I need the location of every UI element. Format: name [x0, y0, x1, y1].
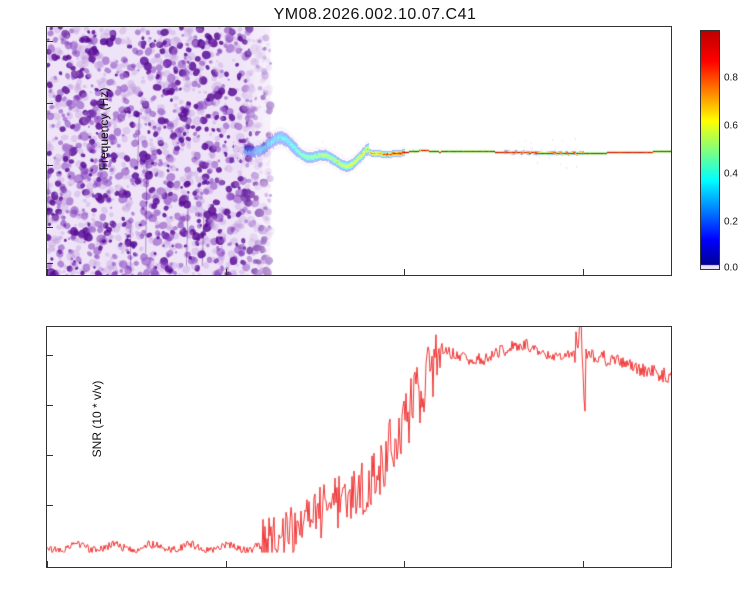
bottom-ytick-mark-3000 — [47, 405, 53, 406]
top-plot-area[interactable]: 40 20 0 -20 -40 -200 -100 0 100 Frequenc… — [46, 26, 672, 276]
top-xtick-mark-0 — [404, 269, 405, 275]
colorbar-tick-04: 0.4 — [724, 169, 738, 180]
bottom-xtick-mark-100 — [583, 561, 584, 567]
bottom-ylabel: SNR (10 * v/v) — [90, 344, 104, 494]
top-ylabel: Frequency (Hz) — [97, 54, 111, 204]
chart-title: YM08.2026.002.10.07.C41 — [0, 6, 750, 24]
colorbar-tick-08: 0.8 — [724, 73, 738, 84]
spectrogram-canvas[interactable] — [47, 27, 672, 276]
bottom-ytick-mark-1000 — [47, 505, 53, 506]
colorbar-tick-00: 0.0 — [724, 263, 738, 274]
bottom-xtick-mark-neg200 — [47, 561, 48, 567]
top-ytick-mark-neg40 — [47, 263, 53, 264]
bottom-ytick-mark-2000 — [47, 455, 53, 456]
top-xtick-mark-neg100 — [226, 269, 227, 275]
top-xtick-mark-100 — [583, 269, 584, 275]
top-xtick-mark-neg200 — [47, 269, 48, 275]
colorbar-gradient[interactable] — [700, 30, 720, 270]
ionogram-window: YM08.2026.002.10.07.C41 40 20 0 -20 -40 … — [0, 0, 750, 600]
bottom-ytick-mark-4000 — [47, 355, 53, 356]
colorbar[interactable]: 0.8 0.6 0.4 0.2 0.0 Normalized spectral … — [700, 30, 720, 270]
colorbar-tick-06: 0.6 — [724, 121, 738, 132]
top-ytick-mark-40 — [47, 41, 53, 42]
top-ytick-mark-neg20 — [47, 227, 53, 228]
bottom-plot-area[interactable]: 4000 3000 2000 1000 -200 -100 0 100 SNR … — [46, 326, 672, 568]
snr-line-canvas[interactable] — [47, 327, 672, 568]
bottom-xtick-mark-neg100 — [226, 561, 227, 567]
top-ytick-mark-0 — [47, 165, 53, 166]
bottom-xtick-mark-0 — [404, 561, 405, 567]
colorbar-tick-02: 0.2 — [724, 217, 738, 228]
top-ytick-mark-20 — [47, 103, 53, 104]
